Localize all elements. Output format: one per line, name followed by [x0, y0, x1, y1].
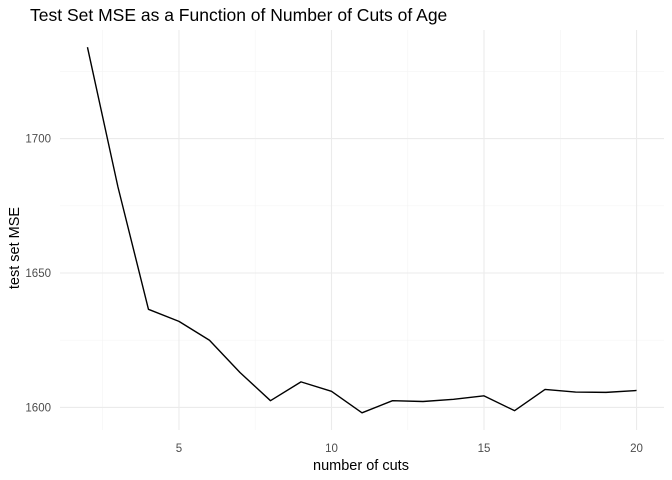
x-axis-ticks: 5 10 15 20: [176, 443, 643, 455]
x-tick-label: 20: [630, 443, 643, 455]
y-axis-title: test set MSE: [7, 207, 23, 290]
y-axis-ticks: 1600 1650 1700: [25, 134, 51, 415]
grid: [60, 30, 664, 430]
chart-title: Test Set MSE as a Function of Number of …: [30, 5, 447, 25]
y-tick-label: 1700: [25, 134, 51, 146]
x-tick-label: 5: [176, 443, 182, 455]
series: [86, 47, 637, 414]
y-tick-label: 1600: [25, 402, 51, 414]
y-tick-label: 1650: [25, 268, 51, 280]
mse-series-line: [86, 47, 637, 414]
x-tick-label: 10: [325, 443, 338, 455]
x-axis-title: number of cuts: [313, 458, 409, 474]
x-tick-label: 15: [478, 443, 491, 455]
